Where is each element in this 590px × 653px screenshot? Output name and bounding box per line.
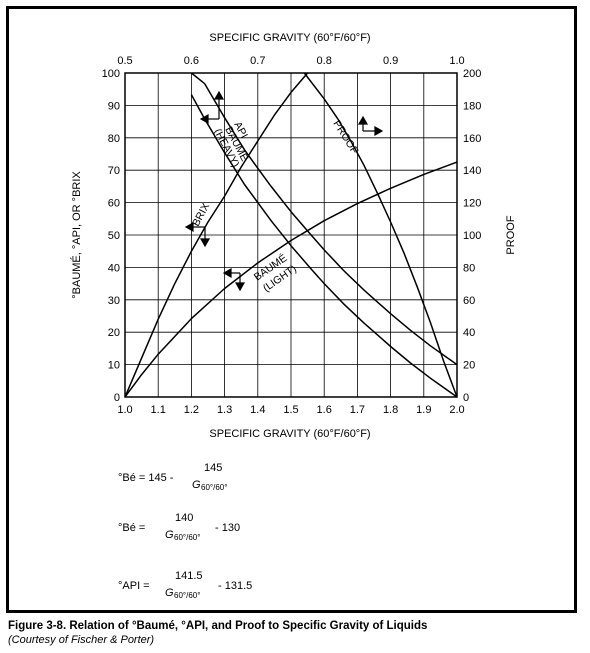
- plot-border: [124, 72, 458, 398]
- bottom-tick-label: 1.8: [383, 404, 398, 416]
- series-lines: [124, 72, 458, 398]
- formula-1-numerator: 145: [204, 462, 223, 474]
- formula-3-subscript: 60°/60°: [174, 591, 201, 600]
- formula-1-subscript: 60°/60°: [201, 483, 228, 492]
- right-tick-label: 40: [463, 327, 475, 339]
- formula-1-prefix: °Bé = 145 -: [118, 472, 174, 484]
- series-line-baum-light: [124, 161, 458, 398]
- proof-arrow-icon: [357, 115, 384, 137]
- left-tick-label: 20: [108, 327, 120, 339]
- left-tick-label: 100: [102, 68, 120, 80]
- top-axis-title: SPECIFIC GRAVITY (60°F/60°F): [209, 32, 370, 44]
- left-tick-label: 70: [108, 165, 120, 177]
- top-tick-label: 1.0: [449, 55, 464, 67]
- bottom-tick-label: 1.5: [283, 404, 298, 416]
- brix-arrow-icon: [184, 221, 211, 248]
- right-tick-label: 60: [463, 295, 475, 307]
- top-tick-label: 0.7: [250, 55, 265, 67]
- api-arrow-icon: [199, 90, 225, 125]
- bottom-tick-label: 2.0: [449, 404, 464, 416]
- right-tick-label: 120: [463, 198, 481, 210]
- top-tick-label: 0.5: [117, 55, 132, 67]
- series-line-proof: [303, 72, 458, 398]
- bottom-tick-label: 1.0: [117, 404, 132, 416]
- left-axis-title: °BAUMÉ, °API, OR °BRIX: [70, 171, 83, 299]
- series-line-api: [190, 72, 458, 366]
- formula-2-denominator: G: [165, 529, 174, 541]
- top-tick-label: 0.9: [383, 55, 398, 67]
- right-tick-label: 140: [463, 165, 481, 177]
- top-tick-label: 0.8: [317, 55, 332, 67]
- bottom-tick-label: 1.7: [350, 404, 365, 416]
- tick-labels: 1.0 1.1 1.2 1.3 1.4 1.5 1.6 1.7 1.8 1.9 2.0 0.5 0.6 0…: [102, 55, 482, 416]
- curve-annotations: API BAUMÉ (HEAVY) PROOF BRIX BAUMÉ (LIGH…: [190, 118, 360, 294]
- right-axis-title: PROOF: [505, 215, 517, 254]
- baume-light-arrow-icon: [222, 267, 246, 292]
- bottom-tick-label: 1.2: [184, 404, 199, 416]
- right-tick-label: 100: [463, 230, 481, 242]
- formula-2-suffix: - 130: [215, 522, 241, 534]
- bottom-tick-label: 1.6: [317, 404, 332, 416]
- left-tick-label: 40: [108, 262, 120, 274]
- left-tick-label: 60: [108, 198, 120, 210]
- grid: [124, 72, 458, 398]
- axis-indicator-arrows: [184, 90, 384, 292]
- series-line-brix: [124, 72, 309, 398]
- figure-frame: [6, 6, 577, 613]
- formula-2-numerator: 140: [175, 512, 194, 524]
- left-tick-label: 10: [108, 360, 120, 372]
- top-tick-label: 0.6: [184, 55, 199, 67]
- right-tick-label: 180: [463, 100, 481, 112]
- left-tick-label: 30: [108, 295, 120, 307]
- bottom-tick-label: 1.4: [250, 404, 265, 416]
- bottom-axis-title: SPECIFIC GRAVITY (60°F/60°F): [209, 428, 370, 440]
- right-tick-label: 200: [463, 68, 481, 80]
- formula-1-denominator: G: [192, 479, 201, 491]
- formula-3-denominator: G: [165, 587, 174, 599]
- right-tick-label: 80: [463, 262, 475, 274]
- formula-3-suffix: - 131.5: [218, 580, 253, 592]
- right-tick-label: 160: [463, 133, 481, 145]
- series-line-baum-heavy: [190, 94, 458, 398]
- axis-labels: SPECIFIC GRAVITY (60°F/60°F) SPECIFIC GR…: [70, 32, 517, 440]
- formula-3-numerator: 141.5: [175, 570, 203, 582]
- proof-label: PROOF: [330, 118, 360, 156]
- left-tick-label: 80: [108, 133, 120, 145]
- bottom-tick-label: 1.1: [151, 404, 166, 416]
- figure-credit: (Courtesy of Fischer & Porter): [8, 634, 155, 646]
- left-tick-label: 50: [108, 230, 120, 242]
- formula-3-prefix: °API =: [118, 580, 150, 592]
- formula-2-subscript: 60°/60°: [174, 533, 201, 542]
- bottom-tick-label: 1.3: [217, 404, 232, 416]
- left-tick-label: 0: [114, 392, 120, 404]
- right-tick-label: 0: [463, 392, 469, 404]
- formula-2-prefix: °Bé =: [118, 522, 146, 534]
- figure-caption: Figure 3-8. Relation of °Baumé, °API, an…: [8, 620, 428, 632]
- bottom-tick-label: 1.9: [416, 404, 431, 416]
- right-tick-label: 20: [463, 360, 475, 372]
- left-tick-label: 90: [108, 100, 120, 112]
